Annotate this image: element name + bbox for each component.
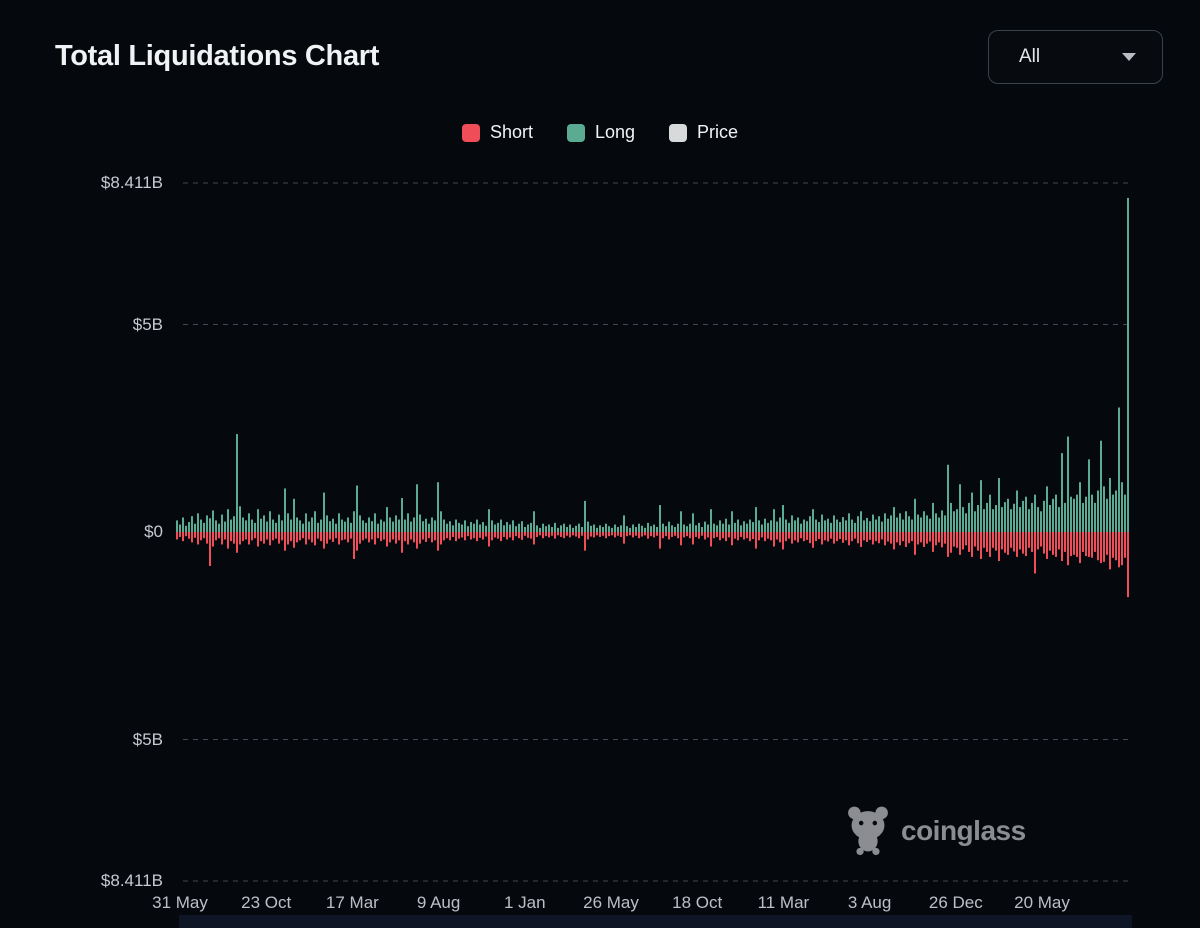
coinglass-watermark: coinglass [845, 806, 1026, 856]
page-title: Total Liquidations Chart [55, 40, 380, 72]
x-tick-label: 20 May [1014, 893, 1070, 912]
legend-swatch-short [461, 123, 480, 142]
x-tick-label: 17 Mar [325, 893, 379, 912]
legend-label-long: Long [594, 122, 636, 142]
legend-item-long[interactable]: Long [566, 122, 636, 143]
x-tick-label: 26 May [583, 893, 639, 912]
y-tick-label: $8.411B [100, 871, 163, 891]
x-tick-label: 1 Jan [504, 893, 546, 912]
x-tick-label: 11 Mar [757, 893, 810, 912]
legend-swatch-long [566, 123, 585, 142]
x-tick-label: 23 Oct [241, 893, 292, 912]
chart-scrollbar[interactable] [179, 915, 1132, 928]
y-tick-label: $5B [132, 729, 163, 749]
legend-label-price: Price [697, 122, 739, 142]
legend-swatch-price [669, 123, 688, 142]
x-tick-label: 18 Oct [672, 893, 723, 912]
time-range-value: All [1019, 46, 1041, 67]
x-tick-label: 3 Aug [847, 893, 892, 912]
y-tick-label: $8.411B [100, 172, 163, 192]
x-tick-label: 31 May [152, 893, 208, 912]
coinglass-bear-icon [848, 806, 888, 856]
legend-item-price[interactable]: Price [669, 122, 738, 143]
chevron-down-icon [1122, 53, 1136, 61]
legend-item-short[interactable]: Short [461, 122, 533, 143]
watermark-text: coinglass [901, 815, 1026, 846]
x-tick-label: 9 Aug [416, 893, 461, 912]
y-tick-label: $0 [144, 522, 163, 541]
legend-label-short: Short [489, 122, 533, 142]
chart-legend: Short Long Price [0, 122, 1200, 143]
time-range-dropdown[interactable]: All [988, 30, 1163, 84]
x-tick-label: 26 Dec [928, 893, 983, 912]
y-tick-label: $5B [132, 314, 163, 334]
